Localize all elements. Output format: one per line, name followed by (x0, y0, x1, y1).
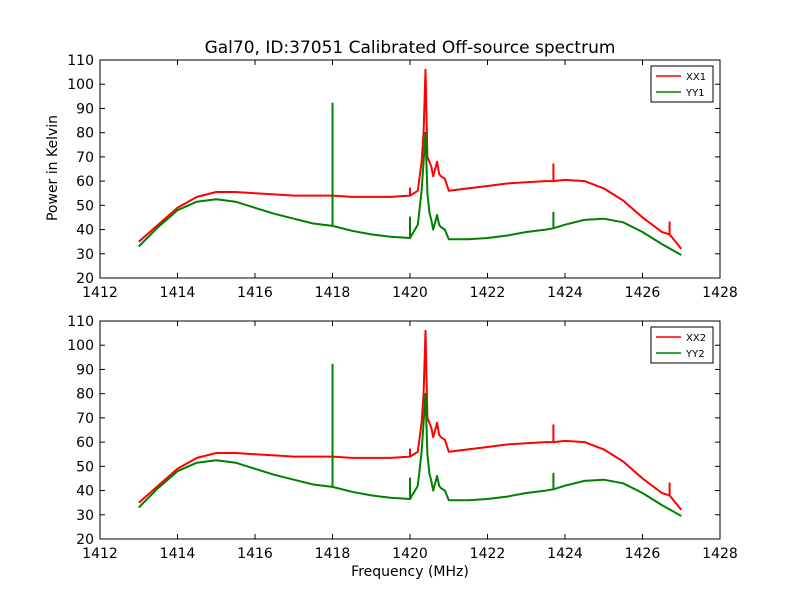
legend-box (650, 326, 714, 364)
x-tick-label: 1426 (625, 546, 661, 562)
x-tick-label: 1420 (392, 285, 428, 301)
plot-frame (99, 59, 721, 279)
series-line-xx1 (138, 68, 683, 250)
x-tick-label: 1422 (470, 546, 506, 562)
bottom-panel: 1412 1414 1416 1418 1420 1422 1424 1426 1428 20 30… (67, 314, 738, 562)
x-tick-label: 1414 (160, 285, 196, 301)
y-tick-label: 100 (67, 77, 94, 93)
y-tick-label: 60 (76, 174, 94, 190)
x-axis-label: Frequency (MHz) (351, 564, 469, 580)
x-tick-label: 1424 (547, 546, 583, 562)
y-tick-label: 50 (76, 459, 94, 475)
x-tick-label: 1428 (702, 546, 738, 562)
y-tick-label: 110 (67, 314, 94, 330)
y-tick-label: 100 (67, 338, 94, 354)
top-panel: 1412 1414 1416 1418 1420 1422 1424 1426 1428 20 30… (67, 53, 738, 301)
y-tick-label: 30 (76, 508, 94, 524)
legend-label-yy2: YY2 (685, 349, 705, 360)
figure-title: Gal70, ID:37051 Calibrated Off-source sp… (205, 38, 616, 58)
x-tick-label: 1416 (237, 546, 273, 562)
y-tick-label: 70 (76, 150, 94, 166)
series-line-xx2 (138, 329, 683, 511)
legend-label-xx2: XX2 (686, 333, 706, 344)
y-tick-label: 40 (76, 223, 94, 239)
x-tick-label: 1426 (625, 285, 661, 301)
y-tick-label: 30 (76, 247, 94, 263)
x-tick-label: 1428 (702, 285, 738, 301)
y-tick-label: 110 (67, 53, 94, 69)
y-tick-label: 20 (76, 532, 94, 548)
legend-box (650, 65, 714, 103)
legend-label-yy1: YY1 (685, 88, 705, 99)
x-tick-label: 1418 (315, 546, 351, 562)
y-tick-label: 80 (76, 126, 94, 142)
y-tick-label: 90 (76, 362, 94, 378)
y-tick-label: 40 (76, 484, 94, 500)
x-tick-label: 1424 (547, 285, 583, 301)
y-tick-label: 70 (76, 411, 94, 427)
x-tick-label: 1418 (315, 285, 351, 301)
y-tick-label: 80 (76, 387, 94, 403)
x-tick-label: 1420 (392, 546, 428, 562)
x-tick-label: 1412 (82, 285, 118, 301)
y-tick-label: 20 (76, 271, 94, 287)
y-tick-label: 60 (76, 435, 94, 451)
y-tick-label: 90 (76, 101, 94, 117)
y-axis-label: Power in Kelvin (45, 115, 61, 221)
x-tick-label: 1414 (160, 546, 196, 562)
series-line-yy2 (138, 363, 682, 517)
plot-frame (99, 320, 721, 540)
x-tick-label: 1416 (237, 285, 273, 301)
x-tick-label: 1422 (470, 285, 506, 301)
x-tick-label: 1412 (82, 546, 118, 562)
y-tick-label: 50 (76, 198, 94, 214)
series-line-yy1 (138, 102, 682, 256)
legend-label-xx1: XX1 (686, 72, 706, 83)
